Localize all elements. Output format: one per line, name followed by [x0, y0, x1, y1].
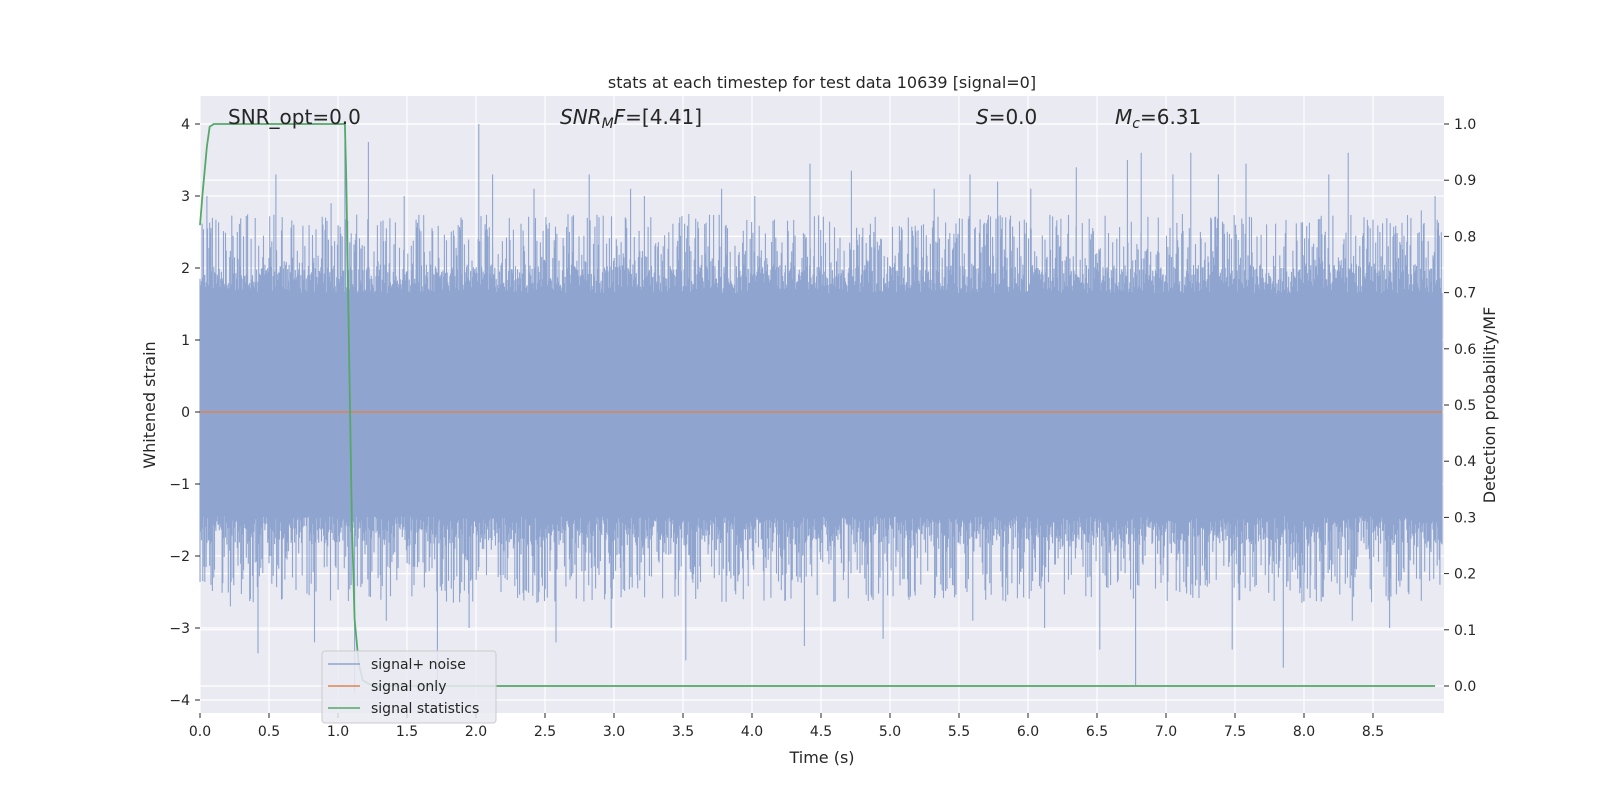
x-tick-label: 8.0 — [1293, 724, 1315, 740]
y-tick-label: 2 — [181, 261, 190, 277]
annotation-mc-sub: c — [1132, 116, 1140, 132]
annotation-snr-mf: SNRMF=[4.41] — [560, 105, 702, 132]
legend-label-noise: signal+ noise — [371, 657, 466, 673]
x-tick-label: 2.5 — [534, 724, 556, 740]
annotation-snr-mf-main: SNR — [560, 105, 602, 129]
annotation-snr-mf-value: =[4.41] — [625, 105, 702, 129]
annotation-s-value: =0.0 — [989, 105, 1038, 129]
y2-axis-title: Detection probability/MF — [1480, 307, 1499, 504]
y-tick-label: 3 — [181, 189, 190, 205]
annotation-mc: Mc=6.31 — [1115, 105, 1201, 132]
x-tick-label: 1.5 — [396, 724, 418, 740]
x-tick-label: 4.5 — [810, 724, 832, 740]
y-tick-label: 0 — [181, 405, 190, 421]
x-tick-label: 6.5 — [1086, 724, 1108, 740]
y2-tick-label: 0.0 — [1454, 679, 1476, 695]
y2-tick-label: 0.5 — [1454, 398, 1476, 414]
x-tick-label: 5.5 — [948, 724, 970, 740]
annotation-snr-mf-sub: M — [602, 116, 614, 132]
chart-title: stats at each timestep for test data 106… — [608, 73, 1036, 92]
y2-tick-label: 0.9 — [1454, 173, 1476, 189]
annotation-s: S=0.0 — [976, 105, 1037, 129]
x-tick-label: 8.5 — [1362, 724, 1384, 740]
y2-tick-label: 0.4 — [1454, 454, 1476, 470]
y2-tick-label: 0.2 — [1454, 567, 1476, 583]
y-tick-label: 4 — [181, 117, 190, 133]
x-tick-label: 4.0 — [741, 724, 763, 740]
x-tick-label: 0.5 — [258, 724, 280, 740]
y-tick-label: 1 — [181, 333, 190, 349]
x-tick-label: 1.0 — [327, 724, 349, 740]
x-tick-label: 6.0 — [1017, 724, 1039, 740]
x-tick-label: 0.0 — [189, 724, 211, 740]
y-tick-label: −2 — [169, 549, 190, 565]
y2-tick-label: 0.3 — [1454, 510, 1476, 526]
legend-box — [321, 650, 497, 724]
x-tick-label: 7.0 — [1155, 724, 1177, 740]
y-axis-ticks: 4 3 2 1 0 −1 −2 −3 −4 — [169, 117, 200, 709]
y-axis-title: Whitened strain — [140, 341, 159, 468]
y-tick-label: −3 — [169, 621, 190, 637]
annotation-snr-mf-f: F — [614, 105, 626, 129]
y2-tick-label: 0.8 — [1454, 229, 1476, 245]
annotation-snr-opt: SNR_opt=0.0 — [228, 105, 361, 129]
y2-tick-label: 0.1 — [1454, 623, 1476, 639]
annotation-s-label: S — [976, 105, 989, 129]
x-tick-label: 2.0 — [465, 724, 487, 740]
signal-noise-series — [199, 124, 1443, 693]
x-tick-label: 3.5 — [672, 724, 694, 740]
y2-tick-label: 0.7 — [1454, 286, 1476, 302]
legend-label-signal: signal only — [371, 679, 446, 695]
y2-tick-label: 1.0 — [1454, 117, 1476, 133]
legend: signal+ noise signal only signal statist… — [321, 650, 497, 724]
y-tick-label: −4 — [169, 693, 190, 709]
legend-label-stats: signal statistics — [371, 701, 479, 717]
x-axis-title: Time (s) — [788, 748, 854, 767]
y2-axis-ticks: 1.0 0.9 0.8 0.7 0.6 0.5 0.4 0.3 0.2 0.1 0.0 — [1444, 117, 1476, 695]
annotation-mc-value: =6.31 — [1140, 105, 1201, 129]
y-tick-label: −1 — [169, 477, 190, 493]
x-tick-label: 7.5 — [1224, 724, 1246, 740]
annotation-mc-main: M — [1115, 105, 1132, 129]
x-axis-ticks: 0.0 0.5 1.0 1.5 2.0 2.5 3.0 3.5 4.0 4.5 5.0 5.5 6.0 6… — [189, 713, 1384, 740]
x-tick-label: 3.0 — [603, 724, 625, 740]
y2-tick-label: 0.6 — [1454, 342, 1476, 358]
x-tick-label: 5.0 — [879, 724, 901, 740]
